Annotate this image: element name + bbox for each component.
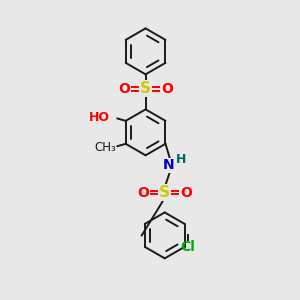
- Text: S: S: [159, 185, 170, 200]
- Text: S: S: [140, 81, 151, 96]
- Text: O: O: [161, 82, 173, 96]
- Text: H: H: [176, 153, 186, 166]
- Text: O: O: [118, 82, 130, 96]
- Text: HO: HO: [88, 111, 110, 124]
- Text: O: O: [138, 186, 149, 200]
- Text: O: O: [180, 186, 192, 200]
- Text: CH₃: CH₃: [94, 141, 116, 154]
- Text: Cl: Cl: [180, 240, 195, 254]
- Text: N: N: [162, 158, 174, 172]
